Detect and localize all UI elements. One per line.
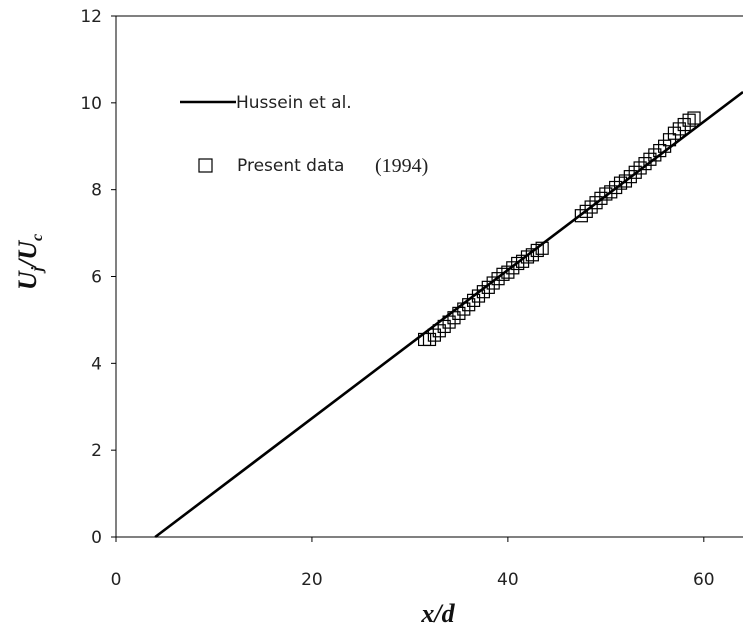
data-point [476,285,490,299]
data-point [682,113,696,127]
series-hussein-line [154,90,743,539]
series-present-data-markers [418,111,701,347]
data-point [437,319,451,334]
y-axis-title-mid: /U [13,240,42,269]
data-point [672,122,686,136]
data-point [481,280,495,294]
data-point [422,332,437,347]
y-tick-label: 2 [91,441,102,461]
data-point [643,152,657,166]
data-point [628,165,642,179]
y-tick-label: 8 [91,181,102,201]
legend-label-present: Present data [237,156,344,176]
axis-tick-labels: 0 2 4 6 8 10 12 0 20 40 60 [80,7,714,590]
data-point [648,148,662,162]
data-point [687,111,701,125]
data-point [574,209,588,223]
x-axis-title: x/d [420,599,455,628]
y-axis-title: Uj/Uc [13,234,46,290]
data-point [623,170,637,184]
data-point [501,265,515,279]
data-point [462,298,476,312]
data-point [653,143,667,158]
data-point [633,161,647,175]
data-point [579,204,593,218]
x-tick-label: 40 [497,570,519,590]
legend-label-present-year: (1994) [375,155,428,177]
legend: Hussein et al. Present data (1994) [180,93,428,177]
y-tick-label: 0 [91,528,102,548]
x-tick-label: 60 [693,570,715,590]
data-point [447,311,461,325]
data-point [604,185,618,199]
data-point [530,243,544,258]
series-line-hussein [154,90,743,539]
y-axis-title-sub-j: j [29,266,46,274]
data-point [535,241,549,255]
data-point [442,315,456,329]
axes [115,15,743,538]
x-tick-label: 20 [301,570,323,590]
data-point [427,328,441,342]
axis-ticks [111,15,705,542]
x-tick-label: 0 [111,570,122,590]
data-point [667,126,682,140]
data-point [486,276,500,290]
data-point [466,293,481,307]
y-axis-title-u1: U [13,270,42,290]
data-point [432,324,446,338]
data-point [452,306,466,321]
y-tick-label: 12 [80,7,102,27]
y-axis-title-sub-c: c [29,234,46,241]
data-point [589,196,603,210]
data-point [584,200,598,214]
legend-label-hussein: Hussein et al. [236,93,352,113]
data-point [618,174,633,188]
y-tick-label: 4 [91,354,102,374]
y-tick-label: 6 [91,268,102,288]
data-point [638,157,652,171]
data-point [471,289,486,303]
data-point [457,302,471,316]
y-tick-label: 10 [80,94,102,114]
legend-marker-square [198,158,213,173]
